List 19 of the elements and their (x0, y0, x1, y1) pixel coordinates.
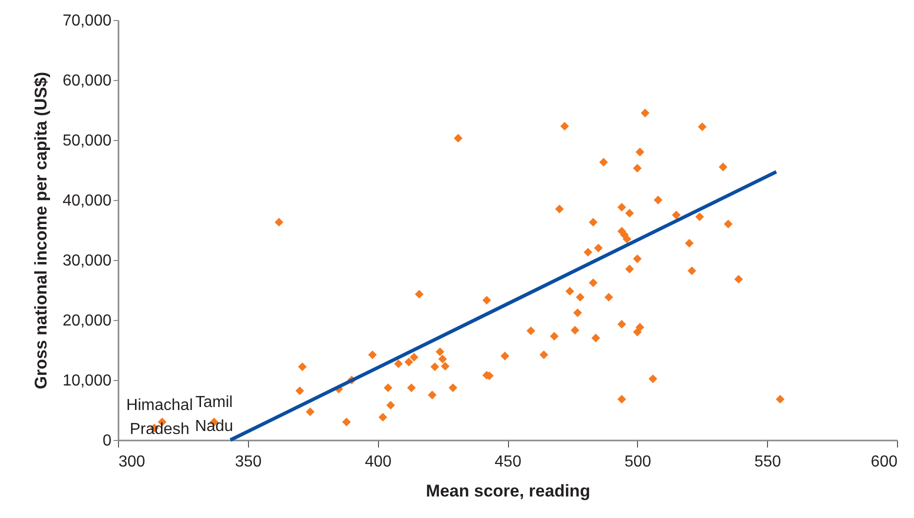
x-tick-label: 550 (754, 454, 782, 470)
annotation: Tamil Nadu (194, 394, 234, 435)
y-tick-label: 60,000 (62, 72, 112, 90)
y-tick-label: 70,000 (62, 12, 112, 30)
y-tick-label: 30,000 (62, 252, 112, 270)
x-axis-title: Mean score, reading (426, 482, 590, 500)
y-axis-title: Gross national income per capita (US$) (32, 72, 51, 390)
x-tick-label: 350 (234, 454, 262, 470)
x-tick-label: 400 (364, 454, 392, 470)
x-tick-label: 500 (624, 454, 652, 470)
y-tick-label: 10,000 (62, 372, 112, 390)
y-tick-label: 50,000 (62, 132, 112, 150)
y-tick-label: 0 (102, 432, 112, 450)
x-tick-label: 300 (118, 454, 146, 470)
annotation: Himachal Pradesh (126, 397, 193, 438)
x-tick-label: 600 (870, 454, 898, 470)
y-tick-label: 20,000 (62, 312, 112, 330)
x-tick-label: 450 (494, 454, 522, 470)
y-tick-label: 40,000 (62, 192, 112, 210)
